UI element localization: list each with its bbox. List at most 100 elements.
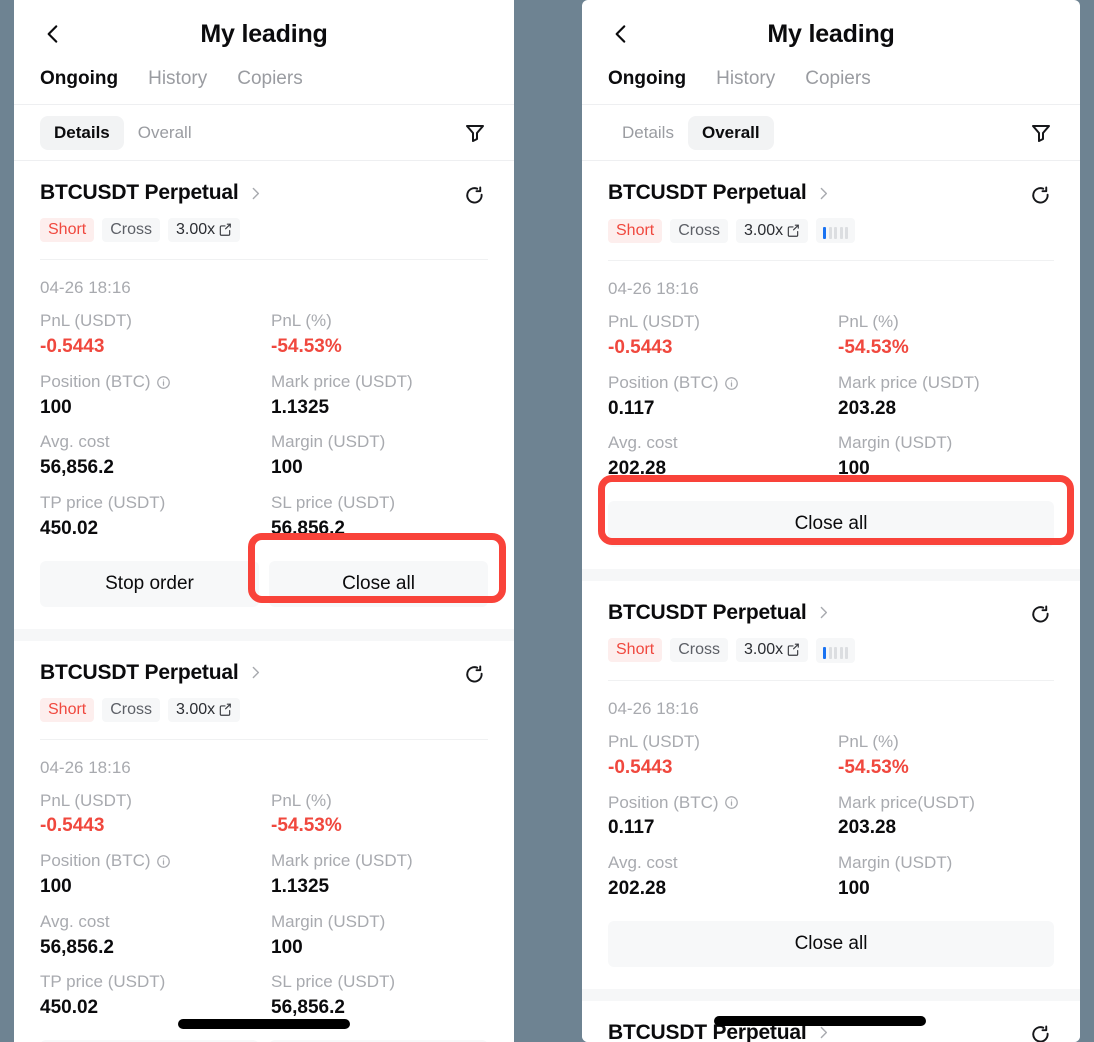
field-cell: Avg. cost 56,856.2 xyxy=(40,911,257,972)
back-button[interactable] xyxy=(604,17,638,51)
stop-order-button[interactable]: Stop order xyxy=(40,1040,259,1042)
card-divider xyxy=(40,738,488,740)
tab-history[interactable]: History xyxy=(716,68,776,89)
symbol-link[interactable]: BTCUSDT Perpetual xyxy=(608,601,832,625)
leverage-badge[interactable]: 3.00x xyxy=(736,638,809,663)
symbol-label: BTCUSDT Perpetual xyxy=(608,181,807,204)
tab-ongoing[interactable]: Ongoing xyxy=(608,68,687,89)
card-header: BTCUSDT Perpetual xyxy=(608,161,1054,209)
field-label-text: Margin (USDT) xyxy=(838,433,953,453)
signal-bar xyxy=(823,646,827,659)
field-grid: PnL (USDT) -0.5443 PnL (%) -54.53% Position … xyxy=(40,778,488,1033)
symbol-link[interactable]: BTCUSDT Perpetual xyxy=(608,181,832,205)
panel-scroll-area[interactable]: My leading Ongoing History Copiers Details Ov… xyxy=(582,0,1080,1042)
field-label-text: Avg. cost xyxy=(40,432,110,452)
close-all-button[interactable]: Close all xyxy=(608,920,1054,967)
leverage-label: 3.00x xyxy=(744,641,784,659)
field-label-text: Margin (USDT) xyxy=(271,432,386,452)
field-label-text: TP price (USDT) xyxy=(40,492,166,512)
symbol-link[interactable]: BTCUSDT Perpetual xyxy=(40,661,264,685)
chevron-right-icon xyxy=(821,1027,828,1039)
card-actions: Close all xyxy=(608,913,1054,989)
badge-row: Short Cross 3.00x xyxy=(608,218,1054,243)
stop-order-button[interactable]: Stop order xyxy=(40,560,259,607)
signal-bar xyxy=(828,646,832,659)
field-label-text: Mark price (USDT) xyxy=(271,371,413,391)
symbol-link[interactable]: BTCUSDT Perpetual xyxy=(40,181,264,205)
field-label-text: PnL (USDT) xyxy=(608,731,700,751)
field-label-text: PnL (%) xyxy=(838,731,899,751)
home-indicator-bar xyxy=(178,1019,350,1029)
chevron-left-icon xyxy=(47,25,58,43)
leverage-badge[interactable]: 3.00x xyxy=(168,697,241,722)
segment-details[interactable]: Details xyxy=(40,115,124,150)
position-timestamp: 04-26 18:16 xyxy=(40,757,131,777)
segment-overall[interactable]: Overall xyxy=(687,115,774,150)
field-grid: PnL (USDT) -0.5443 PnL (%) -54.53% Position … xyxy=(608,299,1054,493)
tab-ongoing[interactable]: Ongoing xyxy=(40,68,119,89)
field-label: Margin (USDT) xyxy=(271,911,488,934)
field-label: TP price (USDT) xyxy=(40,971,257,994)
refresh-position-button[interactable] xyxy=(1026,601,1054,629)
leverage-badge[interactable]: 3.00x xyxy=(168,218,241,242)
refresh-circle-icon xyxy=(1031,605,1049,623)
refresh-position-button[interactable] xyxy=(1026,1021,1054,1042)
side-badge: Short xyxy=(608,638,663,663)
tab-copiers[interactable]: Copiers xyxy=(237,68,303,89)
edit-square-icon xyxy=(219,223,232,236)
field-grid: PnL (USDT) -0.5443 PnL (%) -54.53% Position … xyxy=(40,298,488,553)
close-all-button[interactable]: Close all xyxy=(269,1040,488,1042)
leverage-label: 3.00x xyxy=(176,221,216,238)
side-badge: Short xyxy=(40,697,95,722)
close-all-button[interactable]: Close all xyxy=(269,560,488,607)
segment-details[interactable]: Details xyxy=(622,122,674,142)
field-value: 56,856.2 xyxy=(40,457,114,479)
field-label: Position (BTC) xyxy=(608,792,824,815)
field-value: 450.02 xyxy=(40,997,99,1019)
position-card: BTCUSDT Perpetual Short Cross 3.00x 04-26 18… xyxy=(14,640,514,1042)
field-label: PnL (%) xyxy=(838,311,1054,334)
side-badge: Short xyxy=(608,218,663,243)
segment-overall[interactable]: Overall xyxy=(137,122,192,142)
field-label-text: PnL (USDT) xyxy=(608,312,700,331)
field-label-text: Mark price (USDT) xyxy=(838,372,980,392)
field-cell: Position (BTC) 100 xyxy=(40,850,257,911)
field-label-text: PnL (%) xyxy=(271,311,332,330)
edit-square-icon xyxy=(219,703,232,716)
field-value: -54.53% xyxy=(838,336,909,358)
field-cell: Margin (USDT) 100 xyxy=(838,852,1054,913)
close-all-button[interactable]: Close all xyxy=(608,500,1054,547)
refresh-position-button[interactable] xyxy=(460,181,488,209)
card-header: BTCUSDT Perpetual xyxy=(608,1001,1054,1042)
info-circle-icon xyxy=(724,796,738,810)
filter-button[interactable] xyxy=(1026,118,1056,148)
field-value: -54.53% xyxy=(271,335,342,357)
margin-mode-badge: Cross xyxy=(102,697,161,722)
field-label-text: TP price (USDT) xyxy=(40,972,166,992)
tab-history[interactable]: History xyxy=(148,68,208,89)
symbol-label: BTCUSDT Perpetual xyxy=(608,1020,807,1042)
field-label: SL price (USDT) xyxy=(271,492,488,515)
leverage-badge[interactable]: 3.00x xyxy=(736,218,809,243)
refresh-position-button[interactable] xyxy=(460,661,488,689)
tab-copiers[interactable]: Copiers xyxy=(805,68,871,89)
field-value: 100 xyxy=(40,396,72,418)
filter-button[interactable] xyxy=(460,118,490,148)
field-label: Margin (USDT) xyxy=(271,431,488,454)
refresh-circle-icon xyxy=(1031,185,1049,203)
field-value: -0.5443 xyxy=(608,336,673,358)
field-label: Mark price(USDT) xyxy=(838,792,1054,815)
back-button[interactable] xyxy=(36,17,70,51)
symbol-link[interactable]: BTCUSDT Perpetual xyxy=(608,1021,832,1042)
field-cell: Margin (USDT) 100 xyxy=(271,431,488,492)
panel-scroll-area[interactable]: My leading Ongoing History Copiers Details Ov… xyxy=(14,0,514,1042)
field-label-text: Position (BTC) xyxy=(40,371,151,391)
tab-bar: Ongoing History Copiers xyxy=(582,68,1080,105)
field-label-text: Margin (USDT) xyxy=(271,911,386,931)
edit-square-icon xyxy=(787,643,800,657)
symbol-label: BTCUSDT Perpetual xyxy=(608,600,807,624)
refresh-position-button[interactable] xyxy=(1026,181,1054,209)
field-label-text: PnL (%) xyxy=(271,790,332,810)
field-label-text: Position (BTC) xyxy=(40,851,151,871)
